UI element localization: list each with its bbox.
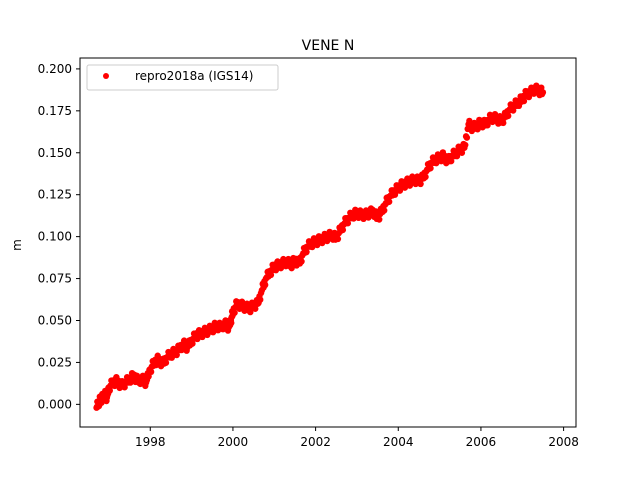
chart-title: VENE N bbox=[302, 38, 355, 54]
y-tick-label: 0.175 bbox=[38, 104, 72, 118]
x-tick-label: 2002 bbox=[300, 435, 331, 449]
data-point bbox=[344, 220, 352, 227]
axes-frame bbox=[79, 57, 577, 428]
data-point bbox=[339, 226, 347, 234]
x-tick-label: 2004 bbox=[383, 435, 414, 449]
data-point bbox=[422, 173, 429, 181]
legend-label: repro2018a (IGS14) bbox=[135, 69, 253, 83]
y-tick-label: 0.150 bbox=[38, 146, 72, 160]
y-tick-label: 0.025 bbox=[38, 355, 72, 369]
data-point bbox=[385, 198, 393, 205]
legend-marker bbox=[103, 73, 109, 79]
data-point bbox=[381, 207, 388, 214]
y-tick-label: 0.075 bbox=[38, 272, 72, 286]
data-point bbox=[162, 359, 170, 366]
data-point bbox=[463, 134, 471, 141]
x-axis-ticks: 1998 2000 2002 2004 2006 2008 bbox=[135, 427, 579, 449]
data-point bbox=[500, 119, 507, 127]
x-tick-label: 1998 bbox=[135, 435, 166, 449]
y-tick-label: 0.200 bbox=[38, 62, 72, 76]
x-tick-label: 2000 bbox=[218, 435, 249, 449]
y-axis-ticks: 0.000 0.025 0.050 0.075 0.100 0.125 0.150 0.175… bbox=[38, 62, 80, 411]
data-point bbox=[189, 340, 196, 347]
y-axis-label: m bbox=[10, 239, 24, 251]
x-tick-label: 2006 bbox=[466, 435, 497, 449]
data-point bbox=[505, 112, 512, 120]
data-points bbox=[93, 82, 547, 411]
data-point bbox=[228, 319, 235, 327]
data-point bbox=[462, 141, 469, 149]
data-point bbox=[145, 373, 152, 380]
legend: repro2018a (IGS14) bbox=[86, 64, 279, 91]
data-point bbox=[303, 248, 310, 256]
y-tick-label: 0.125 bbox=[38, 188, 72, 202]
data-point bbox=[257, 296, 264, 303]
data-point bbox=[298, 258, 305, 265]
data-point bbox=[231, 309, 238, 316]
y-tick-label: 0.000 bbox=[38, 397, 72, 411]
data-point bbox=[427, 164, 434, 172]
data-point bbox=[539, 89, 547, 96]
data-point bbox=[147, 368, 155, 376]
data-point bbox=[520, 97, 528, 105]
data-point bbox=[334, 235, 342, 243]
y-tick-label: 0.100 bbox=[38, 230, 72, 244]
data-point bbox=[106, 387, 113, 394]
x-tick-label: 2008 bbox=[548, 435, 579, 449]
data-point bbox=[267, 271, 275, 279]
data-point bbox=[376, 216, 383, 223]
plot-area bbox=[79, 57, 577, 428]
legend-box bbox=[86, 64, 279, 91]
data-point bbox=[288, 264, 295, 272]
data-point bbox=[484, 122, 491, 129]
data-point bbox=[447, 157, 455, 165]
y-tick-label: 0.050 bbox=[38, 313, 72, 327]
data-point bbox=[261, 281, 269, 289]
